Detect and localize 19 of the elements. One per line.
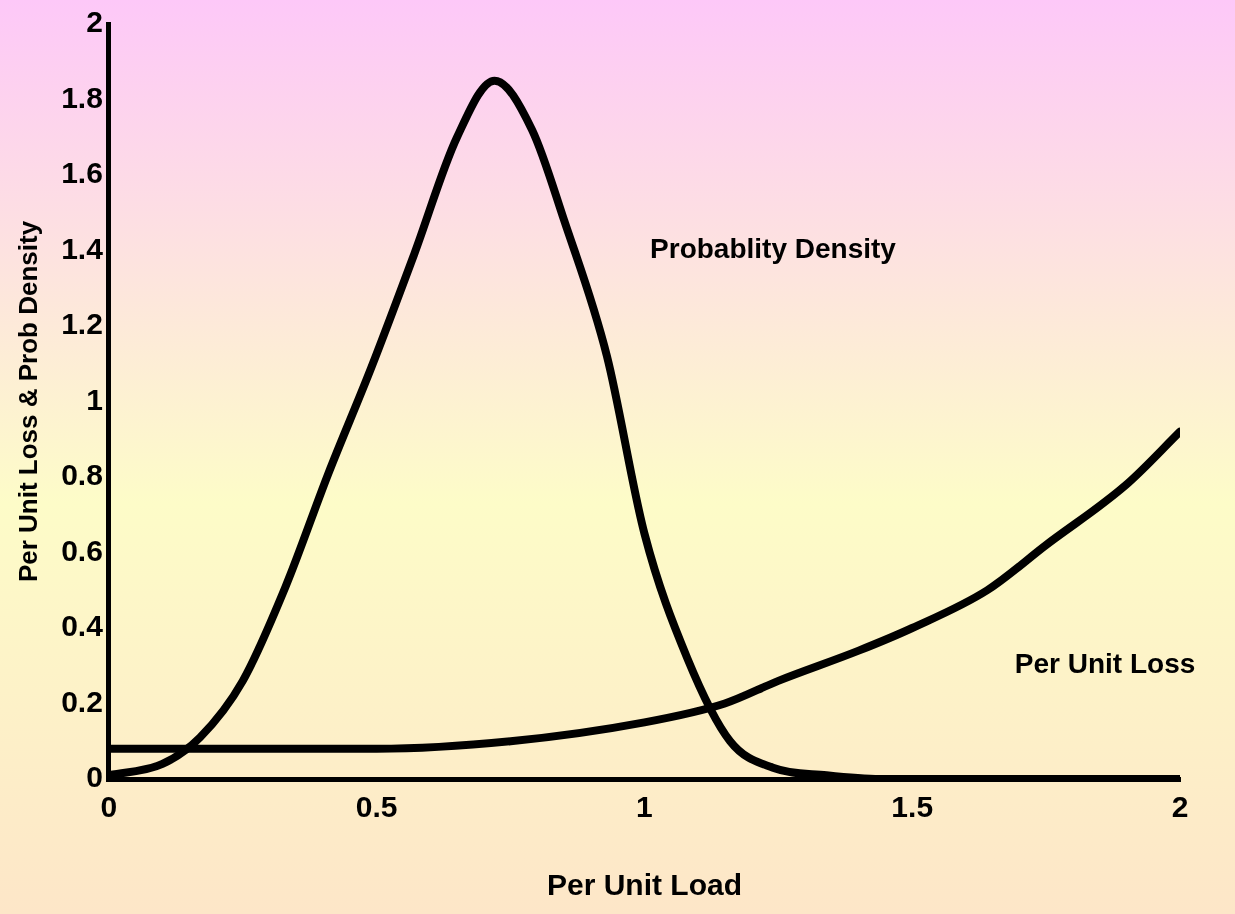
y-tick-label: 2 <box>86 5 103 39</box>
x-axis-title: Per Unit Load <box>546 868 742 902</box>
y-tick-label: 0 <box>86 760 103 794</box>
y-tick-label: 1.6 <box>61 156 103 190</box>
text: Per Unit Loss <box>1014 648 1196 680</box>
y-tick-label: 0.6 <box>61 533 103 567</box>
y-tick-label: 1.8 <box>61 80 103 114</box>
y-tick-label: 1.2 <box>61 307 103 341</box>
y-axis-title: Per Unit Loss & Prob Density <box>12 220 43 583</box>
y-tick-label: 0.2 <box>61 684 103 718</box>
y-tick-label: 0.8 <box>61 458 103 492</box>
x-tick-label: 1 <box>636 790 653 824</box>
x-tick-label: 0.5 <box>355 790 398 824</box>
y-tick-label: 1.4 <box>61 231 104 265</box>
x-tick-label: 2 <box>1171 790 1189 824</box>
y-tick-label: 0.4 <box>61 609 104 643</box>
text: Probablity Density <box>650 233 897 265</box>
y-tick-label: 1 <box>86 382 103 416</box>
x-tick-label: 1.5 <box>891 790 934 824</box>
